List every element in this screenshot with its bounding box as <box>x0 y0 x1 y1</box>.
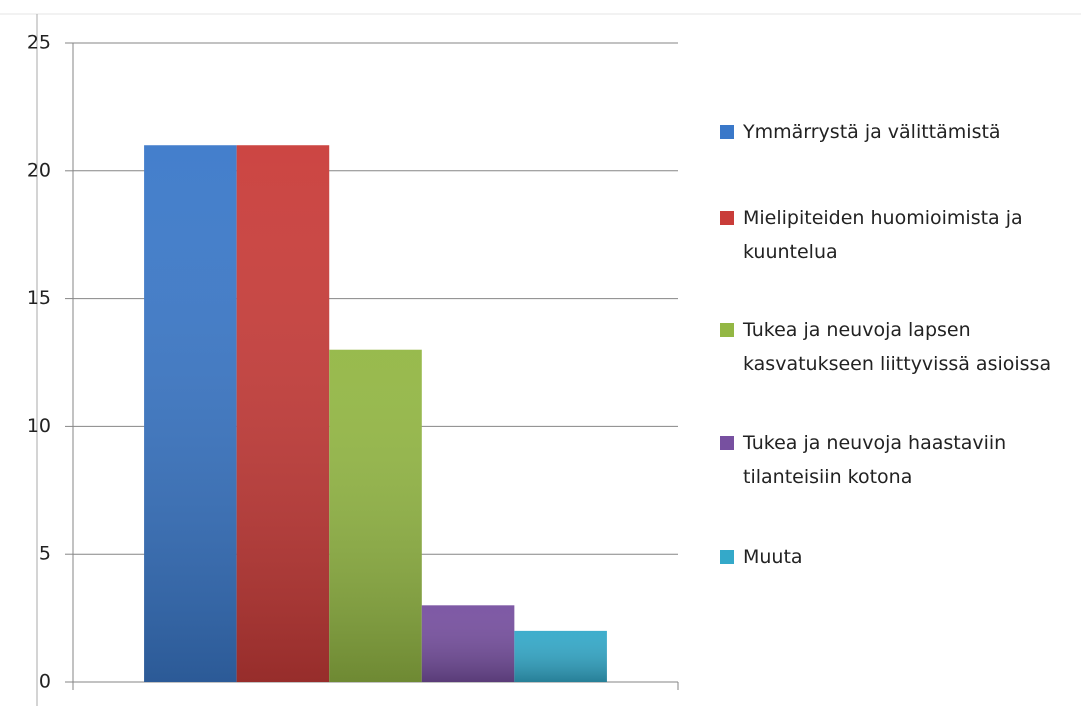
legend-entry: Tukea ja neuvoja haastaviin tilanteisiin… <box>720 426 1060 494</box>
legend-swatch <box>720 211 734 225</box>
y-tick-label: 15 <box>27 287 51 309</box>
y-tick-label: 5 <box>39 543 51 565</box>
bar-shade <box>514 630 607 682</box>
legend-label: Mielipiteiden huomioimista ja kuuntelua <box>743 207 1023 263</box>
legend-label: Muuta <box>743 546 803 568</box>
legend-entry: Ymmärrystä ja välittämistä <box>720 115 1060 149</box>
bar-shade <box>329 349 422 682</box>
legend-label: Tukea ja neuvoja lapsen kasvatukseen lii… <box>743 319 1052 375</box>
legend-label: Ymmärrystä ja välittämistä <box>743 121 1001 143</box>
legend-entry: Mielipiteiden huomioimista ja kuuntelua <box>720 201 1060 269</box>
legend-swatch <box>720 550 734 564</box>
y-tick-label: 20 <box>27 159 51 181</box>
y-tick-label: 25 <box>27 32 51 54</box>
legend-swatch <box>720 436 734 450</box>
legend-entry: Muuta <box>720 540 1060 574</box>
y-tick-label: 10 <box>27 415 51 437</box>
bar-shade <box>236 145 330 683</box>
legend-entry: Tukea ja neuvoja lapsen kasvatukseen lii… <box>720 313 1060 381</box>
legend-swatch <box>720 125 734 139</box>
bar-shade <box>144 145 237 683</box>
y-tick-label: 0 <box>39 671 51 693</box>
legend-swatch <box>720 323 734 337</box>
bar-shade <box>421 605 515 682</box>
legend-label: Tukea ja neuvoja haastaviin tilanteisiin… <box>743 432 1007 488</box>
